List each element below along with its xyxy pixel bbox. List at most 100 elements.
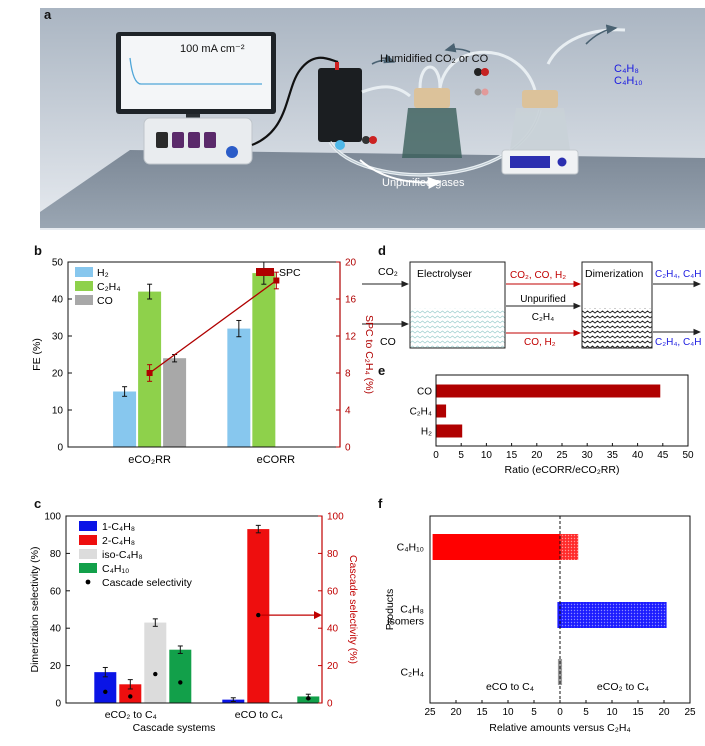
bar-left xyxy=(557,659,560,685)
category-label: isomers xyxy=(387,616,424,628)
bar-right xyxy=(560,534,579,560)
cascade-point xyxy=(153,671,158,677)
cascade-arrow-head xyxy=(314,611,322,620)
category-label: C₄H₈ xyxy=(400,604,424,616)
dimerization-fill xyxy=(582,308,652,348)
x-category-label: eCO₂RR xyxy=(128,454,171,466)
x-tick-label: 5 xyxy=(583,707,589,718)
molecule-co-light xyxy=(474,88,482,96)
cascade-point xyxy=(128,694,133,699)
stirrer-display xyxy=(510,156,550,168)
mid-center-label-1: Unpurified xyxy=(520,294,566,305)
x-tick-label: 20 xyxy=(450,707,462,718)
x-tick-label: 0 xyxy=(557,707,563,718)
bar xyxy=(227,328,251,447)
x-tick-label: 35 xyxy=(607,450,619,461)
legend-label: Cascade selectivity xyxy=(102,577,193,589)
monitor-screen xyxy=(121,36,271,109)
legend-swatch xyxy=(75,267,93,277)
cascade-point xyxy=(256,612,261,618)
molecule-co2-o xyxy=(369,136,377,144)
legend-label: H₂ xyxy=(97,267,109,279)
output-top-label: C₂H₄, C₄H xyxy=(655,269,702,280)
y2-tick-label: 20 xyxy=(345,258,357,269)
flask-1-cap xyxy=(414,88,450,108)
bar xyxy=(144,622,167,703)
annotation-left: eCO to C₄ xyxy=(486,681,534,693)
bar-left xyxy=(432,534,560,560)
bar-right xyxy=(560,659,563,685)
x-tick-label: 0 xyxy=(433,450,439,461)
panel-label-f: f xyxy=(378,496,383,511)
legend-label: C₂H₄ xyxy=(97,281,121,293)
x-category-label: eCO₂ to C₄ xyxy=(105,709,157,721)
panel-a-illustration: 100 mA cm⁻² Humidified CO₂ or CO Unpurif… xyxy=(40,8,705,230)
x-tick-label: 10 xyxy=(502,707,514,718)
x-tick-label: 15 xyxy=(632,707,644,718)
y2-tick-label: 0 xyxy=(327,699,333,710)
panel-label-d: d xyxy=(378,243,386,258)
y2-tick-label: 12 xyxy=(345,332,357,343)
y2-tick-label: 8 xyxy=(345,369,351,380)
flow-arrow-1 xyxy=(371,54,396,65)
product-line-1: C₄H₈ xyxy=(614,63,639,75)
legend-swatch xyxy=(79,549,97,559)
bar-left xyxy=(557,602,560,628)
flask-2-cap xyxy=(522,90,558,108)
legend-label: iso-C₄H₈ xyxy=(102,549,143,561)
y-tick-label: 0 xyxy=(57,443,63,454)
x-tick-label: 5 xyxy=(458,450,464,461)
cable xyxy=(251,56,339,147)
stirrer-knob xyxy=(557,157,567,167)
y-axis-title: Dimerization selectivity (%) xyxy=(29,546,41,672)
y2-axis-title: SPC to C₂H₄ (%) xyxy=(363,315,375,394)
y2-tick-label: 40 xyxy=(327,624,339,635)
y-tick-label: 80 xyxy=(50,549,62,560)
flow-arrow-3 xyxy=(585,24,618,45)
output-bottom-label: C₂H₄, C₄H xyxy=(655,337,702,348)
x-tick-label: 5 xyxy=(531,707,537,718)
x-axis-title: Ratio (eCORR/eCO₂RR) xyxy=(505,464,620,476)
gas-label: Unpurified gases xyxy=(382,177,465,189)
x-tick-label: 40 xyxy=(632,450,644,461)
y-tick-label: 20 xyxy=(52,369,64,380)
input-co: CO xyxy=(380,336,396,348)
panel-label-b: b xyxy=(34,243,42,258)
feed-label: Humidified CO₂ or CO xyxy=(380,53,489,65)
channel-4 xyxy=(204,132,216,148)
x-tick-label: 25 xyxy=(424,707,436,718)
y-tick-label: 10 xyxy=(52,406,64,417)
legend-label: C₄H₁₀ xyxy=(102,563,129,575)
legend-swatch xyxy=(79,563,97,573)
spc-point xyxy=(273,277,280,284)
y-tick-label: 20 xyxy=(50,661,62,672)
channel-3 xyxy=(188,132,200,148)
product-line-2: C₄H₁₀ xyxy=(614,75,643,87)
bar-right xyxy=(560,602,667,628)
x-tick-label: 15 xyxy=(506,450,518,461)
y-tick-label: 0 xyxy=(55,699,61,710)
category-label: C₂H₄ xyxy=(400,667,424,679)
flask-1 xyxy=(402,108,462,158)
dimerization-label: Dimerization xyxy=(585,268,644,280)
x-tick-label: 25 xyxy=(556,450,568,461)
molecule-co-o xyxy=(481,68,489,76)
legend-label: 2-C₄H₈ xyxy=(102,535,135,547)
mid-bottom-label: CO, H₂ xyxy=(524,337,556,348)
current-trace xyxy=(129,57,262,85)
y2-tick-label: 20 xyxy=(327,661,339,672)
chart-c: 0 20 40 60 80 100 0 20 40 60 80 100 eCO₂ to C₄ eCO to… xyxy=(29,512,359,735)
legend-swatch xyxy=(79,535,97,545)
y-tick-label: 50 xyxy=(52,258,64,269)
chart-e: CO C₂H₄ H₂ 0 5 10 15 20 25 30 35 40 45 50 Ratio (eCORR… xyxy=(410,374,694,476)
bar xyxy=(163,358,187,447)
y2-tick-label: 0 xyxy=(345,443,351,454)
x-tick-label: 45 xyxy=(657,450,669,461)
cascade-point xyxy=(103,689,108,694)
mid-center-label-2: C₂H₄ xyxy=(532,312,554,323)
x-category-label: eCO to C₄ xyxy=(235,709,283,721)
molecule-co xyxy=(474,68,482,76)
spc-line xyxy=(149,279,277,374)
